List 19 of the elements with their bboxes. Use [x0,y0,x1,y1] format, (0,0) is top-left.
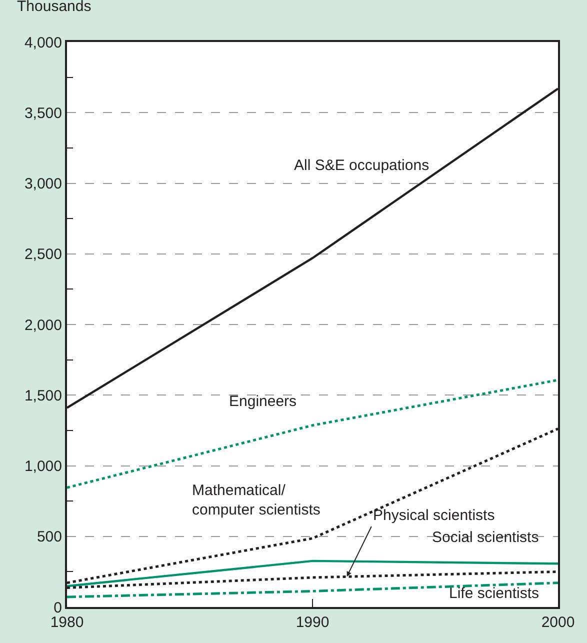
y-tick-label: 1,500 [24,387,62,404]
y-tick-label: 0 [54,599,62,616]
y-tick-label: 2,500 [24,246,62,264]
y-tick-label: 3,000 [24,176,62,192]
series-label: Social scientists [432,529,539,546]
x-tick-label: 1980 [50,614,84,631]
y-tick-label: 4,000 [24,34,62,52]
y-axis-title: Thousands [17,0,92,15]
y-tick-label: 3,500 [24,104,62,122]
series-label: Engineers [229,393,297,410]
y-tick-label: 500 [36,528,62,546]
text: Physical scientists [373,507,495,524]
x-tick-label: 2000 [541,614,575,631]
y-tick-label: 2,000 [24,316,62,334]
x-tick-label: 1990 [296,614,330,631]
y-tick-label: 1,000 [24,458,62,475]
series-label: Life scientists [449,585,540,602]
series-label: Mathematical/ computer scientists [192,482,320,518]
series-label: All S&E occupations [294,157,430,174]
